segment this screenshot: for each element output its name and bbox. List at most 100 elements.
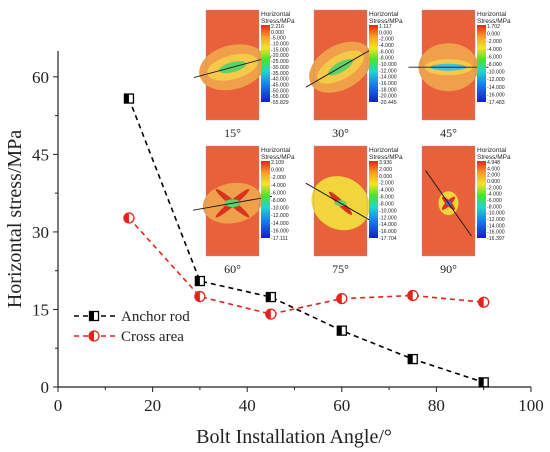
marker-half-fill bbox=[408, 354, 413, 364]
marker-half-fill bbox=[266, 292, 271, 302]
inset-colorbar-title: Stress/MPa bbox=[261, 154, 295, 161]
inset-angle-label: 30° bbox=[332, 126, 349, 140]
inset-colorbar bbox=[369, 161, 378, 238]
inset-colorbar-tick: -2.000 bbox=[379, 181, 394, 187]
series-line-anchor-rod bbox=[128, 98, 484, 384]
inset-colorbar-tick: -10.000 bbox=[271, 42, 289, 48]
inset-colorbar-tick: -25.000 bbox=[271, 59, 289, 65]
x-tick-label: 60 bbox=[333, 396, 350, 415]
inset-colorbar-tick: 3.936 bbox=[379, 160, 392, 166]
inset-colorbar-title: Stress/MPa bbox=[369, 18, 403, 25]
inset-colorbar bbox=[477, 161, 486, 238]
y-tick-label: 45 bbox=[32, 145, 49, 164]
inset-colorbar-tick: 0.000 bbox=[487, 32, 500, 38]
inset-bolt-line bbox=[193, 56, 272, 78]
inset-colorbar-tick: 2.109 bbox=[271, 160, 284, 166]
inset-map-border bbox=[313, 145, 368, 257]
x-tick-label: 20 bbox=[144, 396, 161, 415]
inset-colorbar-tick: -16.000 bbox=[379, 229, 397, 235]
inset-colorbar-tick: -4.000 bbox=[379, 43, 394, 49]
inset-colorbar-title: Horizontal bbox=[369, 147, 399, 154]
inset-colorbar-tick: -8.000 bbox=[379, 201, 394, 207]
inset-colorbar-title: Horizontal bbox=[477, 11, 507, 18]
inset-colorbar-tick: -2.000 bbox=[487, 185, 502, 191]
inset-colorbar-tick: -16.397 bbox=[487, 236, 505, 242]
inset-colorbar-tick: -8.000 bbox=[271, 198, 286, 204]
inset-colorbar-tick: -8.000 bbox=[379, 56, 394, 62]
inset-map-border bbox=[205, 145, 260, 257]
marker-half-fill bbox=[124, 94, 129, 104]
inset-colorbar-tick: -17.704 bbox=[379, 236, 397, 242]
y-axis-title: Horizontal stress/MPa bbox=[4, 130, 26, 308]
inset-colorbar-tick: -16.000 bbox=[487, 92, 505, 98]
inset-angle-label: 75° bbox=[332, 262, 349, 276]
inset-map-border bbox=[421, 145, 476, 257]
data-point-anchor-rod bbox=[265, 291, 277, 303]
inset-map-border bbox=[421, 9, 476, 121]
y-axis: 0 15 30 45 60 bbox=[32, 68, 58, 397]
inset-colorbar-title: Stress/MPa bbox=[477, 18, 511, 25]
inset-colorbar-tick: -10.000 bbox=[487, 211, 505, 217]
series-line-cross-area bbox=[128, 217, 484, 315]
inset-5: HorizontalStress/MPa3.9362.0000.000-2.00… bbox=[305, 145, 403, 276]
inset-colorbar-tick: -6.000 bbox=[379, 49, 394, 55]
data-point-cross-area bbox=[336, 292, 348, 305]
data-point-cross-area bbox=[194, 290, 206, 303]
inset-colorbar-tick: -4.000 bbox=[487, 192, 502, 198]
inset-colorbar-tick: -40.000 bbox=[271, 77, 289, 83]
inset-colorbar-tick: -17.111 bbox=[271, 236, 288, 242]
inset-colorbar-tick: 2.216 bbox=[271, 24, 284, 30]
inset-colorbar-title: Horizontal bbox=[261, 11, 291, 18]
marker-half-fill bbox=[123, 212, 129, 223]
inset-colorbar-tick: -15.000 bbox=[271, 47, 289, 53]
inset-angle-label: 45° bbox=[440, 126, 457, 140]
inset-colorbar-title: Horizontal bbox=[369, 11, 399, 18]
legend-label-cross-area: Cross area bbox=[121, 329, 184, 345]
data-point-anchor-rod bbox=[123, 93, 135, 104]
inset-colorbar-title: Stress/MPa bbox=[477, 154, 511, 161]
inset-colorbar-tick: 0.000 bbox=[379, 30, 392, 36]
inset-colorbar-tick: 2.000 bbox=[487, 173, 500, 179]
legend: Anchor rod Cross area bbox=[74, 309, 190, 345]
inset-colorbar-tick: -20.445 bbox=[379, 100, 397, 106]
inset-colorbar bbox=[477, 25, 486, 102]
inset-map-border bbox=[205, 9, 260, 121]
legend-square-marker bbox=[88, 310, 100, 322]
x-tick-label: 0 bbox=[54, 396, 63, 415]
marker-half-fill bbox=[407, 290, 413, 301]
inset-colorbar-tick: -10.000 bbox=[379, 62, 397, 68]
y-tick-label: 0 bbox=[41, 378, 50, 397]
inset-colorbar-tick: 2.000 bbox=[379, 167, 392, 173]
data-point-anchor-rod bbox=[407, 353, 418, 365]
inset-colorbar-tick: -4.000 bbox=[487, 47, 502, 53]
inset-colorbar-tick: -35.000 bbox=[271, 71, 289, 77]
marker-half-fill bbox=[89, 331, 94, 341]
marker-half-fill bbox=[336, 293, 342, 304]
inset-colorbar-tick: 0.000 bbox=[271, 168, 284, 174]
legend-circle-marker bbox=[88, 330, 100, 342]
inset-colorbar-title: Stress/MPa bbox=[369, 154, 403, 161]
inset-colorbar-title: Stress/MPa bbox=[261, 18, 295, 25]
inset-angle-label: 90° bbox=[440, 262, 457, 276]
inset-colorbar-tick: -4.000 bbox=[379, 188, 394, 194]
inset-colorbar-tick: -55.829 bbox=[271, 100, 289, 106]
x-tick-label: 80 bbox=[428, 396, 445, 415]
inset-colorbar-tick: -10.000 bbox=[379, 208, 397, 214]
inset-colorbar-tick: -12.000 bbox=[379, 215, 397, 221]
inset-colorbar-tick: -2.000 bbox=[487, 39, 502, 45]
inset-1: HorizontalStress/MPa2.2160.000-5.000-10.… bbox=[193, 9, 295, 140]
inset-colorbar bbox=[261, 161, 270, 238]
inset-colorbar-tick: -10.000 bbox=[487, 70, 505, 76]
inset-colorbar-tick: -4.000 bbox=[271, 183, 286, 189]
inset-colorbar-tick: -5.000 bbox=[271, 36, 286, 42]
data-point-cross-area bbox=[265, 308, 277, 320]
marker-half-fill bbox=[478, 297, 484, 308]
y-tick-label: 30 bbox=[32, 223, 49, 242]
inset-colorbar-tick: -12.000 bbox=[271, 213, 289, 219]
inset-colorbar-tick: -14.000 bbox=[379, 222, 397, 228]
data-point-cross-area bbox=[478, 296, 490, 308]
